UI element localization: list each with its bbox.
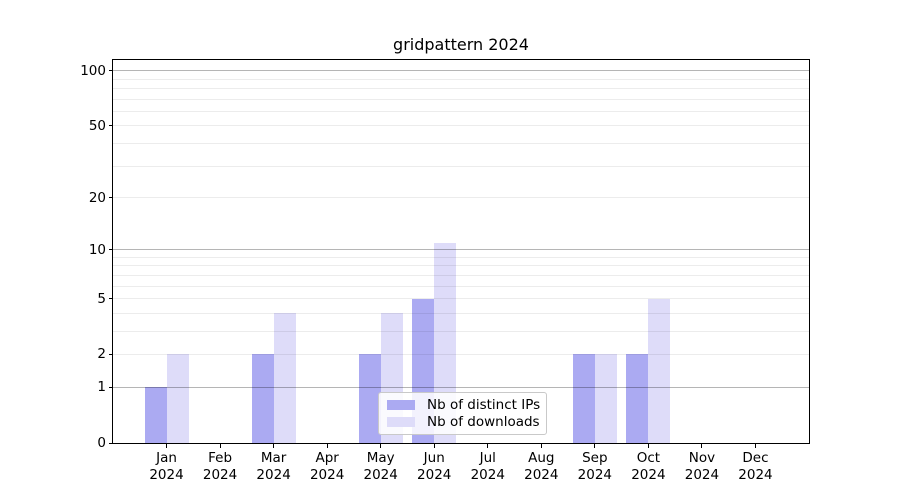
x-tick-month: Jun (423, 450, 445, 466)
x-tick-year: 2024 (256, 466, 291, 483)
y-tick-label: 0 (97, 435, 106, 451)
x-tick (219, 444, 221, 448)
x-tick (487, 444, 489, 448)
bar-downloads (273, 313, 296, 443)
x-tick-label: Jan 2024 (135, 450, 199, 483)
x-tick-label: Apr 2024 (295, 450, 359, 483)
y-tick-label: 10 (88, 241, 106, 258)
bars-layer (113, 60, 809, 443)
x-tick (647, 444, 649, 448)
chart-title: gridpattern 2024 (393, 35, 529, 54)
y-tick (109, 442, 113, 444)
x-tick-year: 2024 (202, 466, 238, 483)
y-tick-label: 1 (97, 379, 106, 396)
x-tick-month: Oct (636, 450, 661, 466)
legend: Nb of distinct IPs Nb of downloads (378, 392, 547, 435)
y-tick (109, 125, 113, 127)
plot-area (112, 59, 810, 444)
y-tick (109, 298, 113, 300)
x-tick-year: 2024 (363, 466, 398, 483)
x-tick-month: Aug (528, 450, 555, 466)
x-tick-label: Aug 2024 (509, 450, 573, 483)
bar-downloads (594, 354, 617, 443)
bar-distinct-ips (572, 354, 595, 443)
bar-downloads (166, 354, 189, 443)
y-tick-label: 5 (97, 290, 106, 307)
x-tick-month: Sep (582, 450, 608, 466)
x-tick (701, 444, 703, 448)
x-tick (380, 444, 382, 448)
x-tick-month: Apr (315, 450, 339, 466)
x-tick-year: 2024 (631, 466, 666, 483)
y-tick (109, 197, 113, 199)
x-tick-label: Oct 2024 (616, 450, 680, 483)
x-tick (754, 444, 756, 448)
x-tick-month: Dec (742, 450, 769, 466)
legend-swatch (387, 417, 415, 428)
x-tick-label: Jun 2024 (402, 450, 466, 483)
x-tick-label: Sep 2024 (563, 450, 627, 483)
x-tick-year: 2024 (417, 466, 452, 483)
bar-downloads (648, 298, 671, 443)
x-tick (273, 444, 275, 448)
bar-distinct-ips (251, 354, 274, 443)
bar-distinct-ips (358, 354, 381, 443)
y-tick (109, 353, 113, 355)
x-tick-year: 2024 (524, 466, 559, 483)
x-tick-label: Mar 2024 (242, 450, 306, 483)
bar-distinct-ips (144, 387, 167, 443)
x-tick-label: Dec 2024 (723, 450, 787, 483)
x-tick-year: 2024 (149, 466, 184, 483)
x-tick-month: May (366, 450, 395, 466)
y-tick-label: 20 (88, 189, 106, 206)
legend-label: Nb of downloads (427, 414, 540, 431)
x-tick-month: Jul (479, 450, 496, 466)
x-tick-label: Nov 2024 (670, 450, 734, 483)
x-tick-label: Jul 2024 (456, 450, 520, 483)
legend-row: Nb of distinct IPs (387, 396, 541, 413)
x-tick (166, 444, 168, 448)
x-tick-month: Jan (156, 450, 177, 466)
y-tick-label: 50 (88, 117, 106, 134)
y-tick (109, 70, 113, 72)
x-tick-year: 2024 (738, 466, 773, 483)
legend-swatch (387, 399, 415, 410)
y-tick (109, 386, 113, 388)
x-tick (433, 444, 435, 448)
x-tick-year: 2024 (309, 466, 345, 483)
y-tick (109, 249, 113, 251)
x-tick (540, 444, 542, 448)
x-tick-label: May 2024 (349, 450, 413, 483)
x-tick (594, 444, 596, 448)
legend-row: Nb of downloads (387, 414, 540, 431)
x-tick-month: Nov (688, 450, 716, 466)
x-tick-month: Feb (208, 450, 233, 466)
x-tick (326, 444, 328, 448)
y-tick-label: 2 (97, 346, 106, 363)
x-tick-year: 2024 (577, 466, 613, 483)
x-tick-label: Feb 2024 (188, 450, 252, 483)
y-tick-label: 100 (80, 62, 106, 79)
x-tick-year: 2024 (684, 466, 720, 483)
bar-distinct-ips (626, 354, 649, 443)
x-tick-month: Mar (260, 450, 287, 466)
legend-label: Nb of distinct IPs (427, 396, 541, 413)
x-tick-year: 2024 (470, 466, 505, 483)
